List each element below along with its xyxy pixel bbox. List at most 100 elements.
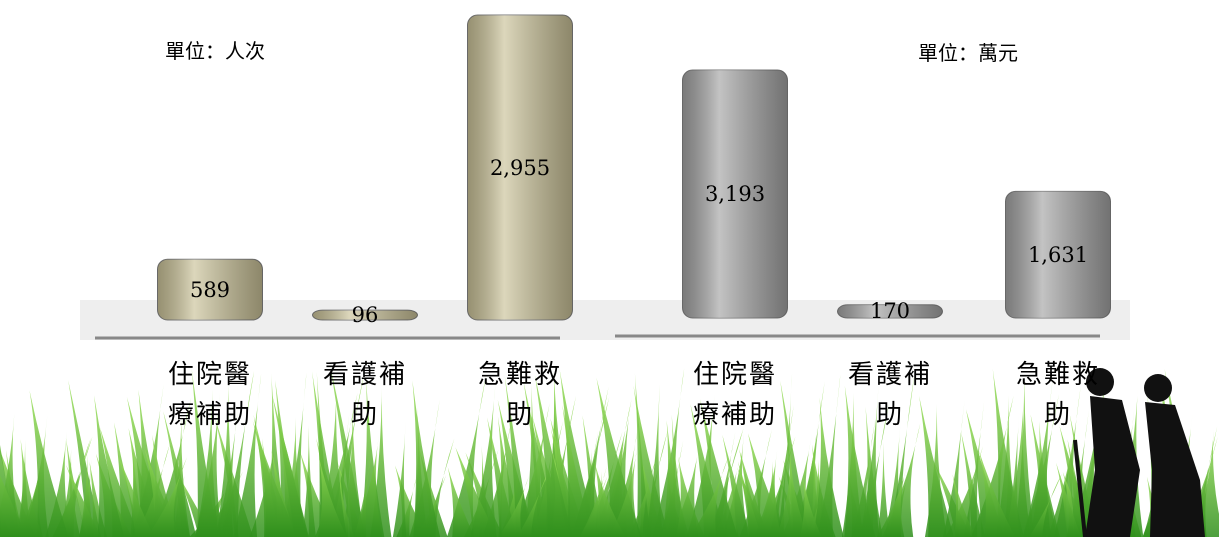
grass-blade [609, 448, 640, 537]
grass-blade [233, 373, 262, 537]
grass-blade [776, 452, 809, 537]
grass-blade [882, 422, 921, 537]
grass-blade [1193, 430, 1219, 537]
grass-blade [807, 444, 836, 537]
grass-blade [690, 455, 729, 537]
grass-blade [221, 371, 255, 537]
value-label: 589 [189, 277, 231, 302]
category-label: 住院醫療補助 [167, 360, 252, 430]
grass-blade [707, 428, 744, 537]
value-label: 3,193 [704, 182, 766, 206]
grass-blade [302, 424, 317, 537]
grass-blade [352, 434, 383, 537]
bar-sheen [312, 310, 418, 320]
grass-blade [412, 380, 441, 537]
grass-blade [317, 457, 347, 537]
grass-blade [942, 400, 965, 537]
grass-blade [16, 439, 32, 537]
category-label: 看護補助 [322, 360, 407, 430]
grass-blade [447, 467, 475, 537]
unit-label: 單位：人次 [165, 39, 265, 63]
grass-blade [446, 375, 486, 537]
grass-blade [579, 465, 607, 537]
grass-blade [151, 434, 180, 537]
grass-blade [737, 461, 762, 537]
grass-blade [634, 373, 651, 537]
grass-blade [482, 417, 512, 537]
grass-blade [963, 400, 985, 537]
grass-blade [94, 395, 125, 537]
grass-blade [29, 390, 69, 537]
grass-blade [271, 394, 309, 537]
grass-blade [713, 461, 739, 537]
grass-blade [645, 384, 663, 537]
value-label: 170 [869, 299, 911, 324]
grass-blade [1116, 382, 1144, 537]
grass-blade [699, 399, 738, 537]
grass-blade [66, 464, 101, 537]
grass-blade [628, 452, 659, 537]
grass-blade [686, 394, 717, 537]
bar-sheen [157, 259, 263, 320]
grass-blade [800, 476, 822, 537]
unit-label: 單位：萬元 [918, 41, 1018, 65]
grass-blade [596, 377, 642, 537]
grass-blade [952, 474, 976, 537]
grass-blade [1006, 410, 1020, 537]
grass-blade [1076, 403, 1101, 537]
grass-blade [455, 447, 498, 537]
category-label: 急難救助 [477, 360, 562, 430]
grass-blade [559, 369, 598, 537]
grass-blade [1059, 425, 1095, 537]
grass-blade [252, 420, 298, 537]
bar-sheen [837, 304, 943, 318]
grass-blade [147, 457, 187, 537]
grass-blade [722, 434, 751, 537]
grass-blade [360, 377, 385, 537]
grass-blade [392, 420, 407, 537]
grass-blade [316, 371, 332, 537]
grass-blade [562, 404, 593, 537]
grass-blade [813, 397, 844, 537]
grass-blade [299, 450, 336, 537]
grass-blade [58, 448, 81, 537]
grass-blade [118, 456, 154, 537]
grass-blade [1022, 379, 1053, 537]
grass-blade [341, 408, 365, 537]
value-label: 1,631 [1027, 242, 1089, 267]
category-label: 急難救助 [1015, 360, 1100, 430]
bar-sheen [467, 15, 573, 320]
grass-blade [191, 368, 219, 537]
grass-blade [877, 441, 890, 537]
grass-blade [421, 438, 455, 537]
grass-blade [511, 403, 550, 537]
grass-blade [661, 420, 690, 537]
grass-blade [354, 454, 372, 537]
grass-blade [876, 465, 908, 537]
bar-sheen [682, 70, 788, 318]
bar-sheen [1005, 191, 1111, 318]
grass-blade [533, 416, 558, 537]
grass-blade [216, 382, 239, 537]
grass-blade [470, 380, 497, 537]
silhouettes [1073, 368, 1205, 537]
grass-blade [676, 456, 705, 537]
value-label: 96 [351, 303, 379, 328]
grass-blade [842, 392, 864, 537]
grass-blade [318, 388, 347, 537]
grass-blade [194, 392, 222, 537]
grass-blade [135, 442, 171, 537]
value-label: 2,955 [489, 155, 551, 180]
grass-blade [992, 368, 1024, 537]
grass-blade [924, 404, 947, 537]
grass-blade [1014, 372, 1035, 537]
grass-blade [1029, 473, 1062, 537]
grass-blade [534, 374, 573, 537]
grass-blade [163, 411, 197, 537]
grass-blade [498, 475, 530, 537]
grass-blade [89, 461, 108, 537]
grass-blade [0, 475, 28, 537]
grass-blade [487, 417, 517, 537]
